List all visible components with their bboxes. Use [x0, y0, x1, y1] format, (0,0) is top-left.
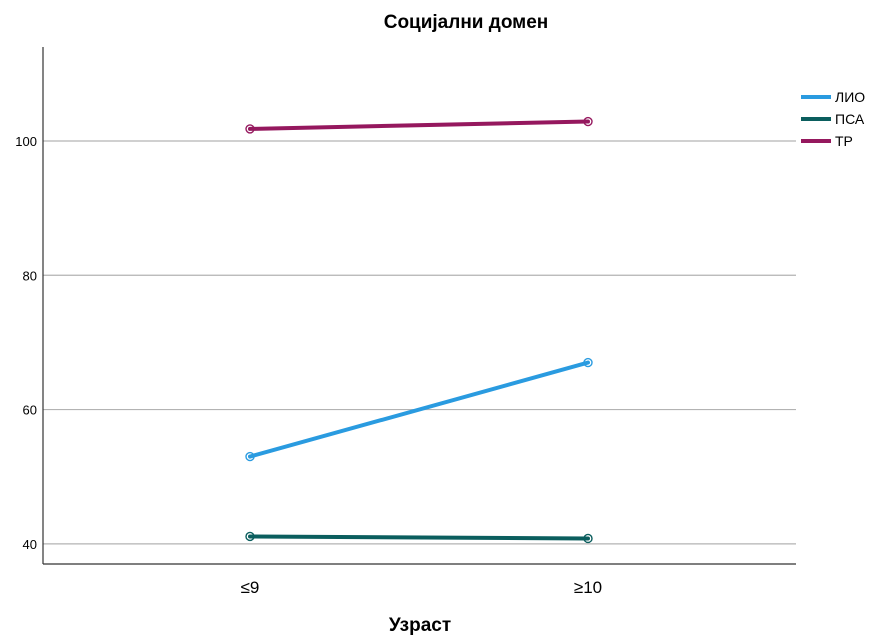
y-tick-labels: 40 60 80 100	[15, 134, 37, 552]
data-point	[583, 533, 593, 544]
data-point	[583, 116, 593, 127]
gridlines	[43, 140, 796, 545]
series-group	[245, 116, 593, 134]
series-group	[245, 531, 593, 544]
x-tick-labels: ≤9 ≥10	[241, 578, 603, 597]
axes	[42, 47, 796, 565]
series-line	[248, 119, 590, 131]
y-tick-label: 80	[23, 268, 37, 283]
y-tick-label: 60	[23, 403, 37, 418]
legend-label: ПСА	[835, 111, 865, 127]
data-point	[583, 357, 593, 368]
legend-label: ТР	[835, 133, 853, 149]
legend-label: ЛИО	[835, 89, 865, 105]
series-line	[248, 534, 590, 541]
x-tick-label: ≥10	[574, 578, 602, 597]
x-tick-label: ≤9	[241, 578, 260, 597]
chart-title: Социјални домен	[384, 12, 549, 33]
legend: ЛИО ПСА ТР	[801, 89, 865, 149]
data-point	[245, 124, 255, 134]
data-point	[245, 451, 255, 462]
data-point	[245, 531, 255, 542]
series	[245, 116, 593, 544]
x-axis-title: Узраст	[389, 615, 451, 636]
y-tick-label: 100	[15, 134, 37, 149]
series-group	[245, 357, 593, 462]
series-line	[248, 360, 590, 459]
y-tick-label: 40	[23, 537, 37, 552]
